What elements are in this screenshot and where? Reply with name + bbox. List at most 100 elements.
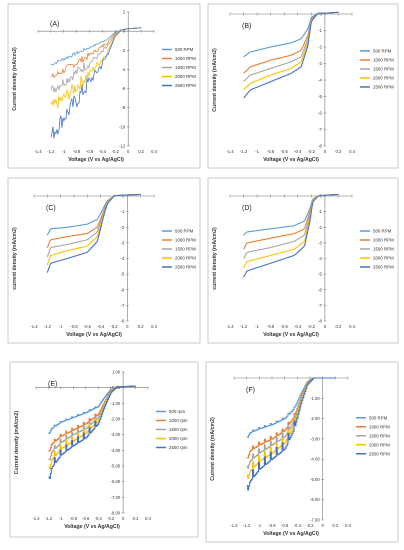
y-tick-label: -6 <box>121 287 125 292</box>
x-tick-label: -1.2 <box>44 324 52 329</box>
y-tick-label: -7.00 <box>111 495 121 500</box>
x-tick-label: 0.2 <box>133 516 139 521</box>
y-tick-label: -7 <box>318 127 322 132</box>
y-tick-label: -4 <box>318 256 322 261</box>
legend-label: 2000 RPM <box>369 442 390 447</box>
x-tick-label: 0 <box>324 324 327 329</box>
x-tick-label: 0 <box>126 324 129 329</box>
x-tick-label: 0 <box>127 149 130 154</box>
y-tick-label: -2.00 <box>310 416 320 421</box>
series-line-2500-rpm <box>50 27 142 139</box>
x-tick-label: -1 <box>255 324 259 329</box>
x-tick-label: 0.4 <box>151 324 157 329</box>
legend-label: 2000 RPM <box>373 76 394 81</box>
y-axis-title: current density (mA/cm2) <box>12 227 18 290</box>
x-tick-label: -1.4 <box>226 149 234 154</box>
y-axis-title: current density (mA/cm2) <box>212 227 218 290</box>
legend-label: 1500 rpm <box>169 427 188 432</box>
y-axis-title: Current density (mA/cm2) <box>210 417 216 481</box>
legend-label: 1500 RPM <box>373 247 394 252</box>
chart-panel-1: -1.4 -1.2 -1 -0.8 -0.6 -0.4 -0.2 0 0.2 0.4 -8 -7 -6 -… <box>207 3 399 169</box>
chart-panel-5: -1.4 -1.2 -1 -0.8 -0.6 -0.4 -0.2 0 0.2 0.4 -7.00 -6… <box>205 361 399 543</box>
y-tick-label: -5 <box>318 272 322 277</box>
legend-label: 2500 RPM <box>369 451 390 456</box>
y-tick-label: 2 <box>123 10 126 15</box>
y-tick-label: 1.00 <box>112 370 121 375</box>
y-tick-label: -3 <box>318 240 322 245</box>
y-tick-label: -3 <box>121 240 125 245</box>
legend-label: 2500 RPM <box>373 265 394 270</box>
y-tick-label: -7.00 <box>310 518 320 523</box>
chart-panel-3: -1.4 -1.2 -1 -0.8 -0.6 -0.4 -0.2 0 0.2 0.4 -8 -7 -6 -… <box>207 177 399 344</box>
legend-label: 2500 RPM <box>175 83 196 88</box>
y-tick-label: -6.00 <box>111 479 121 484</box>
panel-label: (D) <box>242 205 252 212</box>
x-tick-label: -0.6 <box>281 149 289 154</box>
y-axis-title: Current density (mA/cm2) <box>14 411 20 475</box>
y-tick-label: -12 <box>119 144 126 149</box>
y-tick-label: 0 <box>122 194 125 199</box>
panel-frame <box>207 177 399 344</box>
y-tick-label: -8 <box>121 319 125 324</box>
x-tick-label: -1 <box>59 324 63 329</box>
legend-label: 1000 RPM <box>369 424 390 429</box>
legend-label: 2000 RPM <box>175 256 196 261</box>
y-tick-label: -6 <box>318 287 322 292</box>
x-tick-label: -1 <box>255 149 259 154</box>
y-tick-label: -2 <box>121 48 125 53</box>
y-tick-label: -4 <box>121 256 125 261</box>
legend-label: 2500 rpm <box>169 445 188 450</box>
y-tick-label: -8 <box>121 105 125 110</box>
x-tick-label: 0.2 <box>336 149 342 154</box>
y-tick-label: -4 <box>318 78 322 83</box>
x-tick-label: -1.4 <box>30 324 38 329</box>
legend-label: 1500 RPM <box>175 247 196 252</box>
x-tick-label: -0.2 <box>112 149 120 154</box>
y-tick-label: -2 <box>318 225 322 230</box>
y-tick-label: -4 <box>121 67 125 72</box>
x-tick-label: -0.4 <box>294 523 302 528</box>
x-tick-label: -1.4 <box>32 516 40 521</box>
panel-label: (B) <box>242 23 251 30</box>
x-tick-label: -1.4 <box>230 523 238 528</box>
x-tick-label: -1 <box>59 516 63 521</box>
x-tick-label: -0.6 <box>84 324 92 329</box>
x-tick-label: -0.8 <box>267 324 275 329</box>
x-axis-title: Voltage (V vs Ag/AgCl) <box>263 332 319 338</box>
x-tick-label: -0.6 <box>281 523 289 528</box>
panel-label: (A) <box>50 21 59 28</box>
y-tick-label: -5.00 <box>310 477 320 482</box>
legend-label: 2500 RPM <box>373 85 394 90</box>
x-tick-label: 0.4 <box>145 516 151 521</box>
x-tick-label: -0.8 <box>70 324 78 329</box>
series-line-2500-rpm <box>243 11 339 99</box>
x-tick-label: -1.2 <box>240 324 248 329</box>
x-tick-label: -0.2 <box>308 324 316 329</box>
x-tick-label: 0 <box>321 523 324 528</box>
y-tick-label: -7 <box>121 303 125 308</box>
x-axis-title: Voltage (V vs Ag/AgCl) <box>68 157 124 163</box>
y-tick-label: -4.00 <box>310 457 320 462</box>
y-tick-label: -3.00 <box>310 436 320 441</box>
x-tick-label: -0.4 <box>294 149 302 154</box>
y-tick-label: -1 <box>121 209 125 214</box>
y-tick-label: -3.00 <box>111 432 121 437</box>
x-tick-label: 0.2 <box>336 324 342 329</box>
legend-label: 1000 RPM <box>373 238 394 243</box>
x-tick-label: -0.6 <box>86 149 94 154</box>
legend-label: 2500 RPM <box>175 265 196 270</box>
y-tick-label: -5 <box>318 94 322 99</box>
y-tick-label: -1.00 <box>310 396 320 401</box>
panel-label: (C) <box>46 205 56 212</box>
x-tick-label: -0.6 <box>281 324 289 329</box>
legend-label: 2000 RPM <box>373 256 394 261</box>
y-tick-label: -2 <box>121 225 125 230</box>
panel-frame <box>9 361 199 538</box>
y-tick-label: -8 <box>318 144 322 149</box>
x-axis-title: Voltage (V vs Ag/AgCl) <box>263 157 319 163</box>
x-tick-label: -1 <box>62 149 66 154</box>
y-tick-label: -6.00 <box>310 497 320 502</box>
legend-label: 1000 RPM <box>175 56 196 61</box>
x-tick-label: -1.2 <box>45 516 53 521</box>
